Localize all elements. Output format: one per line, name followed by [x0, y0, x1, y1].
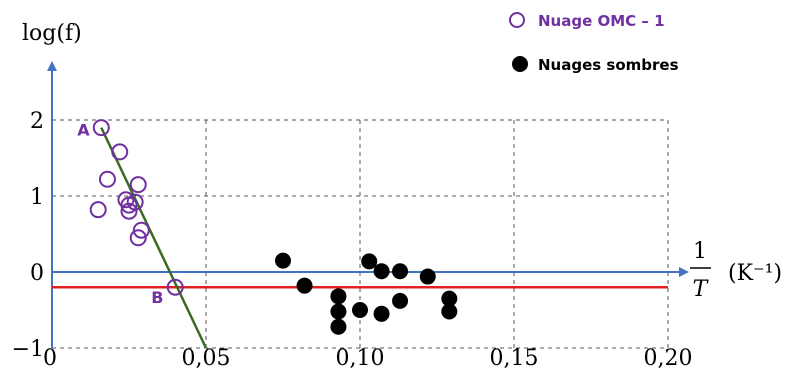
- y-tick-label: −1: [12, 337, 44, 362]
- grid: [52, 119, 669, 349]
- data-point-sombres: [441, 303, 458, 320]
- data-point-sombres: [392, 292, 409, 309]
- x-tick-label: 0,20: [644, 346, 693, 371]
- legend-label-omc: Nuage OMC – 1: [538, 12, 665, 30]
- data-point-sombres: [330, 288, 347, 305]
- data-point-sombres: [330, 318, 347, 335]
- data-point-sombres: [373, 305, 390, 322]
- data-point-omc: [120, 202, 138, 220]
- x-axis-title: 1 T (K⁻¹): [690, 239, 782, 302]
- data-point-omc: [111, 143, 129, 161]
- data-point-sombres: [373, 263, 390, 280]
- data-point-omc: [89, 201, 107, 219]
- point-label-b: B: [151, 288, 163, 307]
- data-point-omc: [120, 196, 138, 214]
- y-tick-label: 1: [30, 185, 44, 210]
- x-tick-label: 0,10: [336, 346, 385, 371]
- legend-marker-filled: [512, 56, 528, 72]
- legend-item-sombres: Nuages sombres: [512, 56, 679, 74]
- data-point-omc: [98, 170, 116, 188]
- data-points: [89, 119, 458, 335]
- legend-marker-hollow: [509, 12, 525, 28]
- point-annotations: AB: [77, 121, 163, 308]
- x-tick-label: 0,15: [490, 346, 539, 371]
- data-point-sombres: [330, 303, 347, 320]
- fit-line-green: [100, 127, 208, 349]
- x-tick-label: 0: [43, 346, 57, 371]
- y-tick-label: 2: [30, 109, 44, 134]
- data-point-sombres: [392, 263, 409, 280]
- data-point-sombres: [441, 290, 458, 307]
- x-axis-title-numerator: 1: [693, 239, 707, 264]
- x-tick-label: 0,05: [182, 346, 231, 371]
- data-point-sombres: [296, 277, 313, 294]
- data-point-omc: [92, 119, 110, 137]
- x-axis-title-denominator: T: [693, 277, 710, 302]
- data-point-omc: [132, 221, 150, 239]
- data-point-sombres: [361, 253, 378, 270]
- data-point-omc: [166, 278, 184, 296]
- legend-label-sombres: Nuages sombres: [538, 56, 679, 74]
- data-point-omc: [129, 229, 147, 247]
- data-point-sombres: [419, 268, 436, 285]
- data-point-omc: [129, 176, 147, 194]
- data-point-sombres: [275, 252, 291, 269]
- y-axis-title: log(f): [22, 21, 82, 46]
- data-point-sombres: [352, 302, 368, 318]
- y-tick-label: 0: [30, 261, 44, 286]
- point-label-a: A: [77, 121, 90, 140]
- legend: Nuage OMC – 1 Nuages sombres: [509, 12, 679, 74]
- x-axis-title-unit: (K⁻¹): [728, 261, 782, 286]
- legend-item-omc: Nuage OMC – 1: [509, 12, 665, 30]
